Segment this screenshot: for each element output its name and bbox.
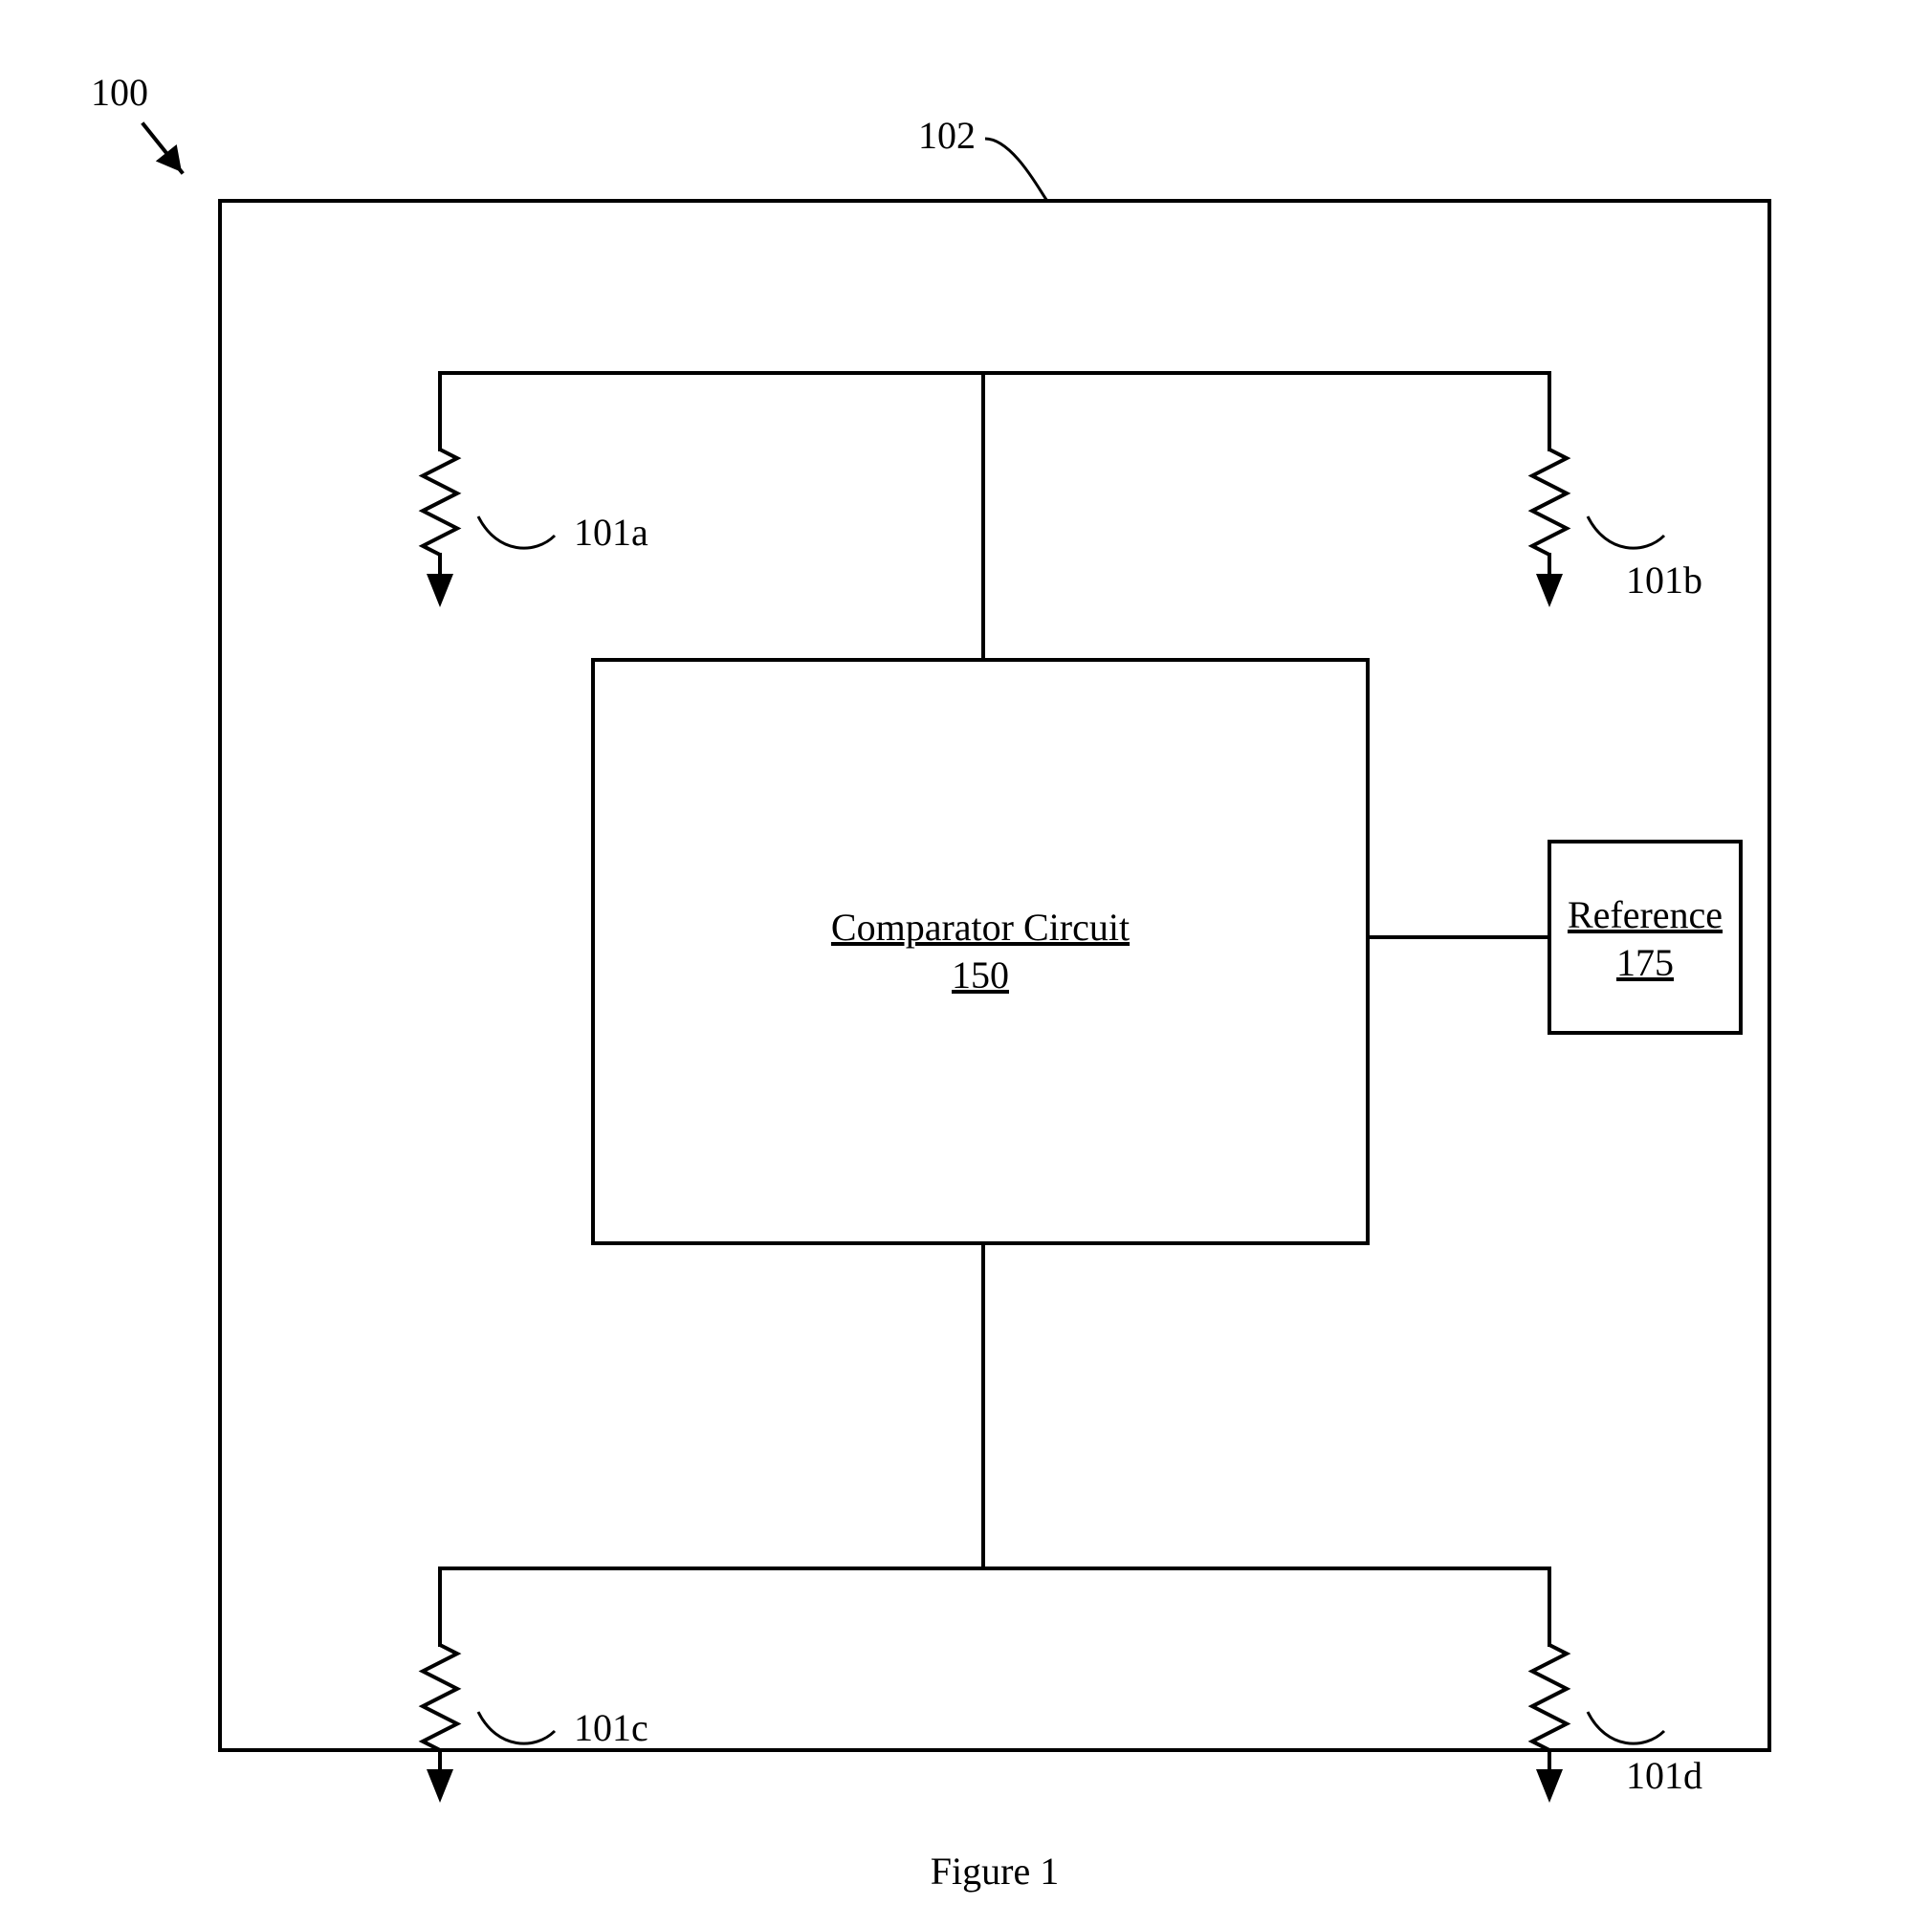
ref-label-101c: 101c (574, 1706, 648, 1749)
ref-label-100: 100 (91, 71, 148, 114)
comparator-title: Comparator Circuit (831, 906, 1130, 949)
ref-label-102: 102 (918, 114, 976, 157)
ref-label-101b: 101b (1626, 559, 1702, 602)
ref-label-101a: 101a (574, 511, 648, 554)
figure-caption: Figure 1 (931, 1850, 1059, 1893)
ref-label-101d: 101d (1626, 1754, 1702, 1797)
reference-title: Reference (1568, 893, 1723, 936)
reference-num: 175 (1616, 941, 1674, 984)
comparator-num: 150 (952, 953, 1009, 997)
